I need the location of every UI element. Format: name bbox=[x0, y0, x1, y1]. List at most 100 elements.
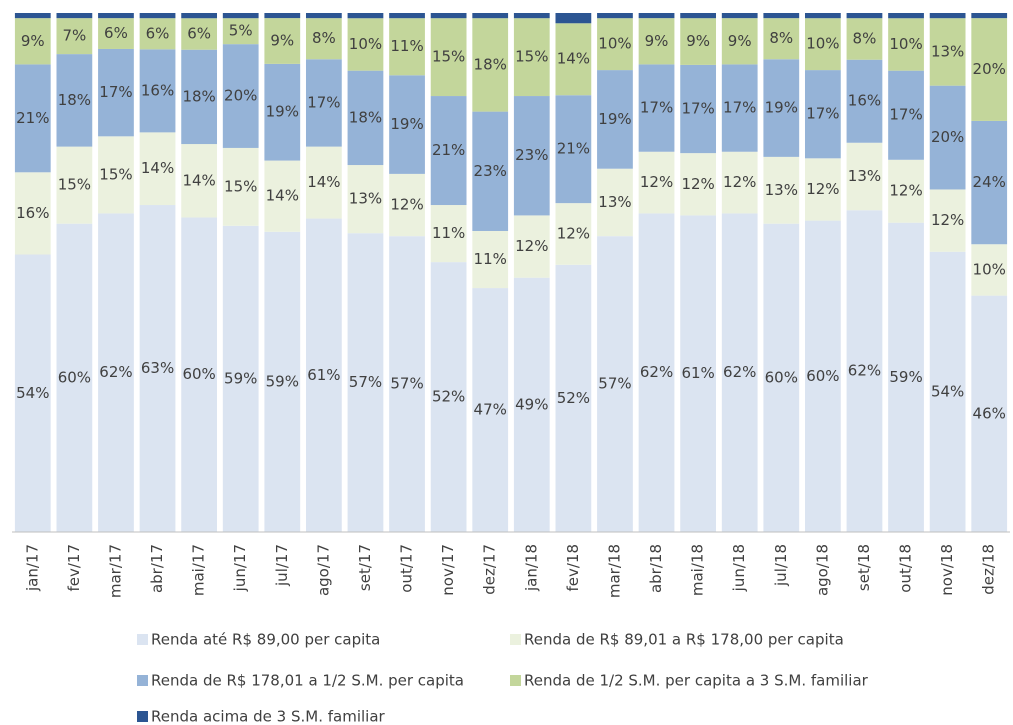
x-tick-label: jul/17 bbox=[273, 544, 291, 587]
data-label: 57% bbox=[349, 373, 382, 391]
x-tick-label: fev/17 bbox=[65, 544, 83, 592]
x-tick-label: mai/17 bbox=[190, 544, 208, 596]
data-label: 19% bbox=[765, 99, 798, 117]
data-label: 10% bbox=[806, 35, 839, 53]
bar-segment bbox=[305, 59, 342, 147]
data-label: 12% bbox=[640, 173, 673, 191]
bar-segment bbox=[597, 70, 633, 169]
bar-segment bbox=[56, 54, 93, 147]
bar-segment bbox=[98, 48, 134, 137]
bar-segment bbox=[638, 64, 675, 152]
bar-segment bbox=[721, 18, 758, 65]
bar-segment bbox=[846, 13, 883, 19]
bar-segment bbox=[472, 288, 509, 532]
legend-label: Renda até R$ 89,00 per capita bbox=[151, 631, 380, 649]
bar-segment bbox=[680, 215, 717, 532]
legend-label: Renda de R$ 178,01 a 1/2 S.M. per capita bbox=[151, 672, 464, 690]
legend-swatch bbox=[510, 634, 521, 645]
bar-segment bbox=[305, 146, 342, 219]
data-label: 14% bbox=[557, 50, 590, 68]
data-label: 54% bbox=[931, 382, 964, 400]
data-label: 15% bbox=[515, 48, 548, 66]
bar-segment bbox=[264, 18, 301, 64]
bar-segment bbox=[139, 18, 176, 50]
data-label: 12% bbox=[515, 237, 548, 255]
bar-segment bbox=[680, 153, 717, 216]
bar-segment bbox=[846, 210, 883, 532]
data-label: 15% bbox=[224, 177, 257, 195]
data-label: 19% bbox=[390, 115, 423, 133]
legend-swatch bbox=[137, 711, 148, 722]
data-label: 10% bbox=[973, 260, 1006, 278]
legend-swatch bbox=[137, 675, 148, 686]
data-label: 12% bbox=[557, 224, 590, 242]
data-label: 13% bbox=[848, 167, 881, 185]
data-label: 59% bbox=[889, 368, 922, 386]
bar-segment bbox=[804, 18, 841, 71]
bar-segment bbox=[472, 111, 509, 231]
x-tick-label: mar/18 bbox=[605, 544, 623, 598]
x-tick-label: fev/18 bbox=[564, 544, 582, 592]
bar-segment bbox=[804, 13, 841, 19]
bar-segment bbox=[513, 18, 550, 97]
bar-segment bbox=[14, 254, 51, 533]
data-label: 17% bbox=[99, 83, 132, 101]
bar-segment bbox=[305, 13, 342, 19]
x-tick-label: out/17 bbox=[398, 544, 416, 593]
bar-segment bbox=[181, 13, 218, 19]
bar-segment bbox=[56, 223, 93, 532]
bar-segment bbox=[139, 49, 176, 133]
bar-segment bbox=[804, 70, 841, 159]
data-label: 23% bbox=[474, 162, 507, 180]
x-tick-label: ago/17 bbox=[314, 544, 332, 596]
bar-segment bbox=[181, 144, 218, 218]
data-label: 46% bbox=[973, 404, 1006, 422]
data-label: 61% bbox=[681, 364, 714, 382]
data-label: 12% bbox=[390, 196, 423, 214]
data-label: 8% bbox=[312, 29, 336, 47]
bar-segment bbox=[929, 251, 966, 533]
bar-segment bbox=[721, 64, 758, 152]
data-label: 19% bbox=[598, 110, 631, 128]
data-label: 21% bbox=[432, 141, 465, 159]
data-label: 6% bbox=[104, 24, 128, 42]
x-tick-label: ago/18 bbox=[813, 544, 831, 596]
bar-segment bbox=[347, 233, 384, 532]
bar-segment bbox=[389, 236, 425, 533]
data-label: 59% bbox=[224, 369, 257, 387]
data-label: 62% bbox=[848, 362, 881, 380]
bar-segment bbox=[472, 13, 509, 19]
bar-segment bbox=[680, 64, 717, 154]
data-label: 5% bbox=[229, 22, 253, 40]
bar-segment bbox=[763, 156, 800, 224]
bar-segment bbox=[555, 264, 592, 532]
data-label: 18% bbox=[349, 108, 382, 126]
x-tick-label: abr/17 bbox=[148, 544, 166, 593]
data-label: 8% bbox=[853, 29, 877, 47]
bar-segment bbox=[347, 13, 384, 19]
bar-segment bbox=[14, 13, 51, 19]
bar-segment bbox=[555, 13, 592, 24]
bar-segment bbox=[680, 18, 717, 65]
data-label: 10% bbox=[889, 35, 922, 53]
data-label: 47% bbox=[474, 401, 507, 419]
data-label: 9% bbox=[21, 32, 45, 50]
bar-segment bbox=[721, 13, 758, 19]
data-label: 9% bbox=[728, 32, 752, 50]
data-label: 11% bbox=[474, 250, 507, 268]
bar-segment bbox=[347, 70, 384, 166]
bar-segment bbox=[763, 18, 800, 60]
x-tick-label: jan/17 bbox=[23, 544, 41, 592]
data-label: 24% bbox=[973, 173, 1006, 191]
bar-segment bbox=[513, 215, 550, 278]
bar-segment bbox=[389, 75, 425, 174]
data-label: 49% bbox=[515, 395, 548, 413]
bar-segment bbox=[181, 217, 218, 533]
data-label: 59% bbox=[266, 372, 299, 390]
bar-segment bbox=[264, 13, 301, 19]
bar-segment bbox=[222, 225, 259, 533]
data-label: 12% bbox=[889, 182, 922, 200]
bar-segment bbox=[763, 223, 800, 532]
bar-segment bbox=[513, 277, 550, 532]
x-tick-label: jun/18 bbox=[730, 544, 748, 592]
